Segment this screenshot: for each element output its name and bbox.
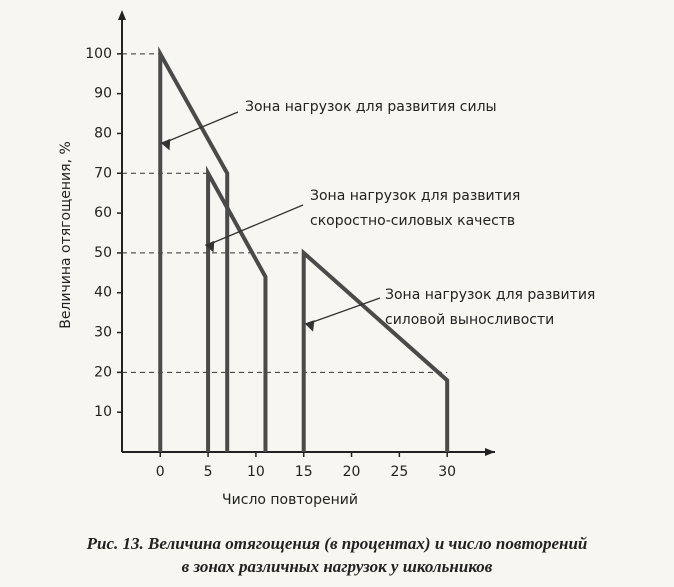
- zone: [158, 46, 230, 452]
- y-tick-label: 70: [94, 165, 112, 181]
- y-axis-arrow: [118, 10, 126, 20]
- x-tick-label: 20: [343, 464, 361, 480]
- caption: в зонах различных нагрузок у школьников: [182, 557, 493, 576]
- x-tick-label: 30: [438, 464, 456, 480]
- y-tick-label: 20: [94, 364, 112, 380]
- zone-arrow: [160, 111, 239, 151]
- y-tick-label: 40: [94, 285, 112, 301]
- y-tick-label: 100: [85, 46, 112, 62]
- y-tick-label: 80: [94, 125, 112, 141]
- x-tick-label: 25: [390, 464, 408, 480]
- zone-label: Зона нагрузок для развития: [385, 287, 595, 303]
- zone-arrow: [204, 204, 304, 253]
- zone-label: Зона нагрузок для развития силы: [245, 99, 497, 115]
- x-tick-label: 0: [156, 464, 165, 480]
- zone-label: силовой выносливости: [385, 312, 554, 328]
- caption: Рис. 13. Величина отягощения (в процента…: [86, 534, 588, 553]
- zone-label: скоростно-силовых качеств: [310, 213, 515, 229]
- zone-label: Зона нагрузок для развития: [310, 188, 520, 204]
- x-axis-arrow: [485, 448, 495, 456]
- y-tick-label: 50: [94, 245, 112, 261]
- zone-arrow: [304, 297, 381, 332]
- x-tick-label: 5: [204, 464, 213, 480]
- x-tick-label: 10: [247, 464, 265, 480]
- zone: [206, 165, 268, 452]
- y-tick-label: 10: [94, 404, 112, 420]
- y-tick-label: 30: [94, 325, 112, 341]
- y-tick-label: 60: [94, 205, 112, 221]
- zone: [301, 248, 450, 452]
- y-tick-label: 90: [94, 86, 112, 102]
- x-axis-label: Число повторений: [222, 492, 358, 508]
- x-tick-label: 15: [295, 464, 313, 480]
- y-axis-label: Величина отягощения, %: [58, 141, 74, 329]
